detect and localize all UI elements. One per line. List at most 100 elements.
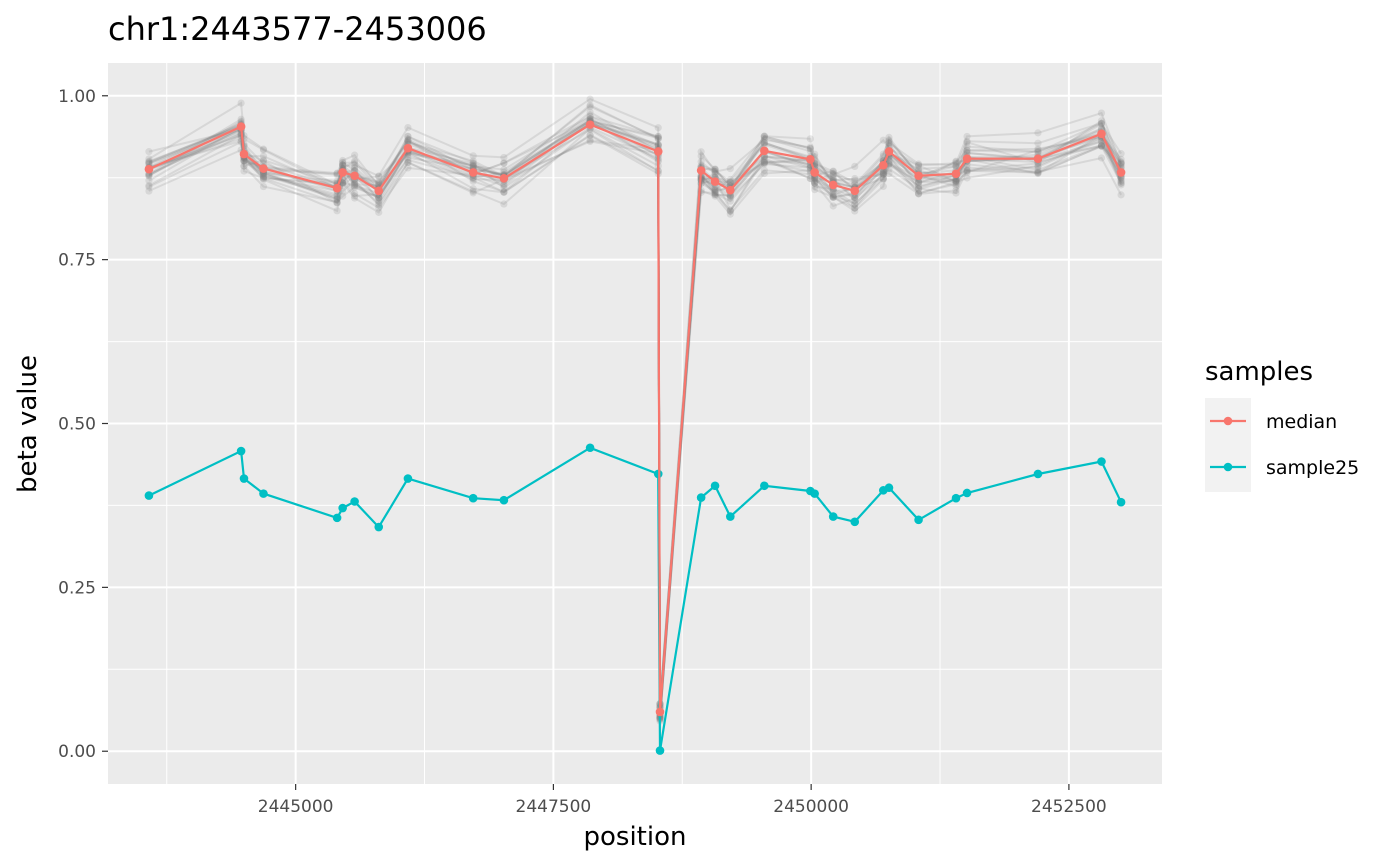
- data-point-median: [914, 171, 923, 181]
- background-sample-point: [333, 195, 341, 203]
- background-sample-point: [351, 161, 359, 169]
- background-sample-point: [711, 190, 719, 198]
- legend-label: sample25: [1266, 457, 1359, 479]
- background-sample-point: [654, 124, 662, 132]
- legend-items: median sample25: [1210, 411, 1359, 479]
- background-sample-point: [811, 175, 819, 184]
- background-sample-point: [339, 158, 347, 166]
- background-sample-point: [240, 157, 248, 165]
- background-sample-point: [1117, 174, 1125, 183]
- background-sample-point: [339, 161, 347, 169]
- background-sample-point: [952, 157, 960, 165]
- background-sample-point: [1034, 129, 1042, 137]
- background-sample-line: [148, 103, 1122, 708]
- background-sample-point: [654, 140, 662, 149]
- background-sample-point: [829, 169, 837, 177]
- background-sample-line: [148, 134, 1123, 712]
- data-point-median: [468, 168, 478, 177]
- background-sample-point: [811, 179, 819, 187]
- background-sample-point: [404, 132, 412, 141]
- background-sample-point: [963, 174, 971, 182]
- background-sample-point: [952, 162, 960, 170]
- x-tick-label: 2450000: [773, 797, 849, 817]
- background-sample-point: [404, 138, 412, 146]
- background-sample-line: [148, 110, 1123, 717]
- background-sample-point: [339, 192, 347, 200]
- background-sample-point: [145, 171, 153, 180]
- background-sample-point: [760, 166, 768, 174]
- background-sample-point: [375, 172, 383, 181]
- background-sample-point: [963, 146, 971, 155]
- background-sample-point: [760, 160, 768, 168]
- background-sample-point: [963, 149, 971, 157]
- background-sample-line: [148, 133, 1122, 717]
- background-sample-point: [885, 137, 893, 145]
- background-sample-point: [339, 179, 347, 187]
- background-sample-point: [885, 139, 893, 147]
- background-sample-point: [829, 174, 837, 183]
- background-sample-point: [711, 184, 719, 192]
- legend: samples median sample25: [1205, 357, 1359, 492]
- data-point-sample25: [239, 474, 249, 483]
- background-sample-point: [145, 187, 153, 195]
- data-point-sample25: [655, 746, 665, 755]
- background-sample-point: [711, 191, 719, 199]
- background-sample-point: [339, 161, 347, 169]
- background-sample-point: [952, 189, 960, 197]
- background-sample-point: [404, 158, 412, 166]
- background-sample-point: [851, 162, 859, 170]
- background-sample-point: [806, 144, 814, 153]
- background-sample-point: [375, 197, 383, 205]
- background-sample-point: [333, 199, 341, 207]
- background-sample-point: [726, 192, 734, 200]
- background-sample-point: [811, 179, 819, 187]
- background-sample-point: [351, 194, 359, 202]
- background-sample-point: [259, 172, 268, 181]
- background-sample-point: [586, 101, 594, 109]
- background-sample-point: [500, 188, 508, 196]
- background-sample-point: [339, 161, 347, 169]
- background-sample-point: [952, 176, 960, 184]
- background-sample-point: [259, 146, 268, 154]
- background-sample-point: [829, 171, 837, 179]
- data-point-median: [850, 186, 860, 196]
- background-sample-point: [811, 174, 819, 183]
- background-sample-point: [760, 136, 768, 144]
- background-sample-point: [851, 179, 859, 187]
- background-sample-point: [1097, 119, 1106, 127]
- background-sample-point: [711, 186, 719, 194]
- background-sample-point: [351, 178, 359, 187]
- background-sample-point: [1034, 168, 1042, 176]
- background-sample-point: [851, 193, 859, 202]
- background-sample-point: [851, 176, 859, 184]
- background-sample-point: [237, 115, 245, 123]
- background-sample-point: [851, 204, 859, 212]
- axis-ticks: 2445000 2447500 2450000 2452500 0.00 0.25 0.50…: [58, 87, 1107, 817]
- background-sample-point: [879, 169, 887, 178]
- background-sample-point: [259, 145, 268, 153]
- background-sample-point: [851, 200, 859, 208]
- background-sample-point: [404, 158, 412, 167]
- background-sample-point: [1097, 142, 1106, 150]
- y-tick-label: 0.25: [58, 578, 96, 598]
- background-sample-point: [851, 193, 859, 202]
- background-sample-point: [1034, 163, 1042, 171]
- background-sample-point: [711, 166, 719, 174]
- background-sample-point: [760, 154, 768, 162]
- background-sample-point: [760, 158, 768, 166]
- background-sample-point: [500, 153, 508, 162]
- background-sample-point: [469, 185, 477, 193]
- data-point-median: [236, 122, 246, 131]
- background-sample-point: [811, 182, 819, 191]
- background-sample-point: [375, 194, 383, 202]
- background-sample-point: [375, 201, 383, 209]
- background-sample-point: [586, 103, 594, 111]
- background-sample-point: [145, 159, 153, 167]
- background-sample-point: [351, 163, 359, 171]
- background-sample-point: [404, 123, 412, 132]
- background-sample-point: [914, 189, 923, 198]
- background-sample-point: [806, 144, 814, 153]
- background-sample-point: [1117, 191, 1125, 199]
- background-sample-point: [914, 161, 923, 170]
- background-sample-point: [351, 192, 359, 200]
